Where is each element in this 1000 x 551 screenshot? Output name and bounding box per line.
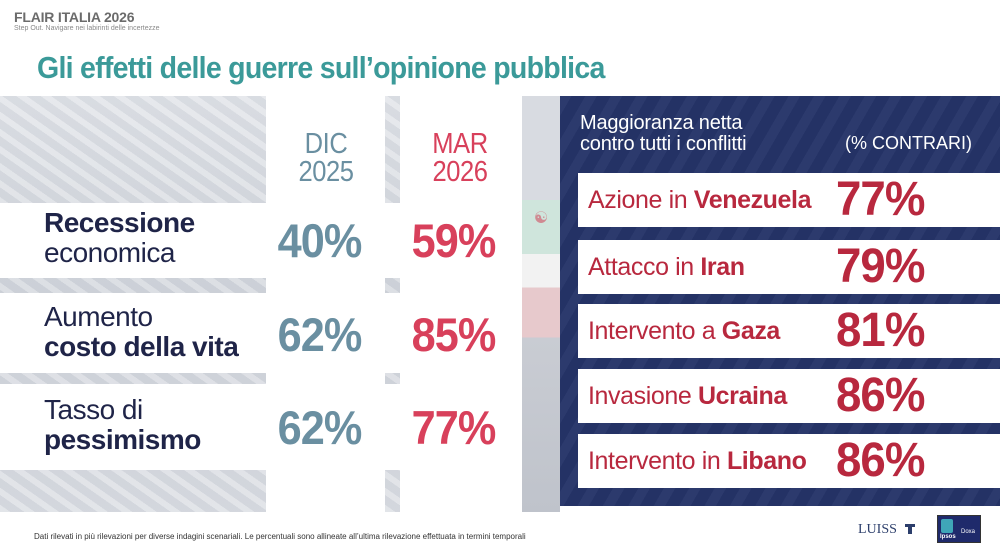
panel-title-line2: contro tutti i conflitti bbox=[580, 133, 747, 155]
conflict-row-iran: Attacco in Iran 79% bbox=[578, 240, 1000, 294]
conflict-label: Invasione Ucraina bbox=[588, 382, 787, 411]
row-label-costo-vita: Aumento costo della vita bbox=[44, 301, 239, 362]
conflict-row-ucraina: Invasione Ucraina 86% bbox=[578, 369, 1000, 423]
brand-title: FLAIR ITALIA 2026 bbox=[14, 9, 135, 25]
luiss-crest-icon bbox=[905, 524, 915, 534]
conflict-name: Gaza bbox=[721, 317, 781, 345]
conflict-label: Intervento in Libano bbox=[588, 447, 807, 476]
column-header-dic-2025: DIC 2025 bbox=[273, 128, 379, 188]
page-title: Gli effetti delle guerre sull’opinione p… bbox=[37, 50, 605, 85]
conflict-prefix: Invasione bbox=[588, 382, 698, 410]
iran-flag-emblem-icon: ☯ bbox=[533, 210, 549, 227]
row-label-line2: pessimismo bbox=[44, 424, 201, 455]
ipsos-doxa-logo: Ipsos Doxa bbox=[937, 515, 981, 543]
conflict-prefix: Intervento a bbox=[588, 317, 722, 345]
background-photo-flag bbox=[522, 96, 560, 512]
comparison-row-recessione bbox=[0, 203, 522, 278]
value-mar-costo-vita: 85% bbox=[411, 308, 497, 361]
conflict-name: Venezuela bbox=[693, 186, 812, 214]
column-header-year: 2025 bbox=[298, 156, 354, 188]
conflict-row-libano: Intervento in Libano 86% bbox=[578, 434, 1000, 488]
brand-subtitle: Step Out. Navigare nei labirinti delle i… bbox=[14, 25, 160, 32]
conflict-value: 81% bbox=[836, 304, 925, 357]
conflict-prefix: Azione in bbox=[588, 186, 694, 214]
conflict-value: 77% bbox=[836, 173, 925, 226]
ipsos-mark-icon bbox=[941, 519, 953, 533]
row-label-line2: costo della vita bbox=[44, 331, 239, 362]
conflict-value: 86% bbox=[836, 434, 925, 487]
conflict-name: Ucraina bbox=[697, 382, 787, 410]
value-mar-pessimismo: 77% bbox=[411, 401, 497, 454]
conflict-name: Libano bbox=[726, 447, 807, 475]
panel-title-line1: Maggioranza netta bbox=[580, 112, 743, 134]
column-header-month: DIC bbox=[304, 128, 348, 160]
value-dic-pessimismo: 62% bbox=[277, 401, 363, 454]
row-label-line1: Tasso di bbox=[44, 394, 143, 425]
column-header-month: MAR bbox=[432, 128, 488, 160]
conflict-prefix: Attacco in bbox=[588, 253, 701, 281]
comparison-row-pessimismo bbox=[0, 384, 522, 470]
conflict-name: Iran bbox=[700, 253, 745, 281]
row-label-line1: Recessione bbox=[44, 207, 195, 238]
column-header-mar-2026: MAR 2026 bbox=[407, 128, 513, 188]
conflicts-unit-label: (% CONTRARI) bbox=[845, 133, 972, 153]
conflicts-panel-title: Maggioranza netta contro tutti i conflit… bbox=[580, 112, 747, 155]
conflict-label: Intervento a Gaza bbox=[588, 317, 780, 346]
conflict-label: Azione in Venezuela bbox=[588, 186, 812, 215]
value-dic-costo-vita: 62% bbox=[277, 308, 363, 361]
comparison-row-costo-vita bbox=[0, 293, 522, 373]
row-label-line1: Aumento bbox=[44, 301, 153, 332]
row-label-recessione: Recessione economica bbox=[44, 208, 195, 268]
value-mar-recessione: 59% bbox=[411, 214, 497, 267]
conflict-label: Attacco in Iran bbox=[588, 253, 745, 282]
row-label-pessimismo: Tasso di pessimismo bbox=[44, 395, 201, 455]
column-header-year: 2026 bbox=[432, 156, 488, 188]
value-dic-recessione: 40% bbox=[277, 214, 363, 267]
conflict-value: 86% bbox=[836, 369, 925, 422]
doxa-text: Doxa bbox=[961, 529, 976, 535]
conflict-prefix: Intervento in bbox=[588, 447, 727, 475]
conflict-row-gaza: Intervento a Gaza 81% bbox=[578, 304, 1000, 358]
row-label-line2: economica bbox=[44, 237, 175, 268]
footnote: Dati rilevati in più rilevazioni per div… bbox=[34, 532, 526, 541]
conflict-value: 79% bbox=[836, 240, 925, 293]
luiss-logo: LUISS bbox=[858, 522, 897, 537]
ipsos-text: Ipsos bbox=[940, 534, 956, 540]
conflict-row-venezuela: Azione in Venezuela 77% bbox=[578, 173, 1000, 227]
